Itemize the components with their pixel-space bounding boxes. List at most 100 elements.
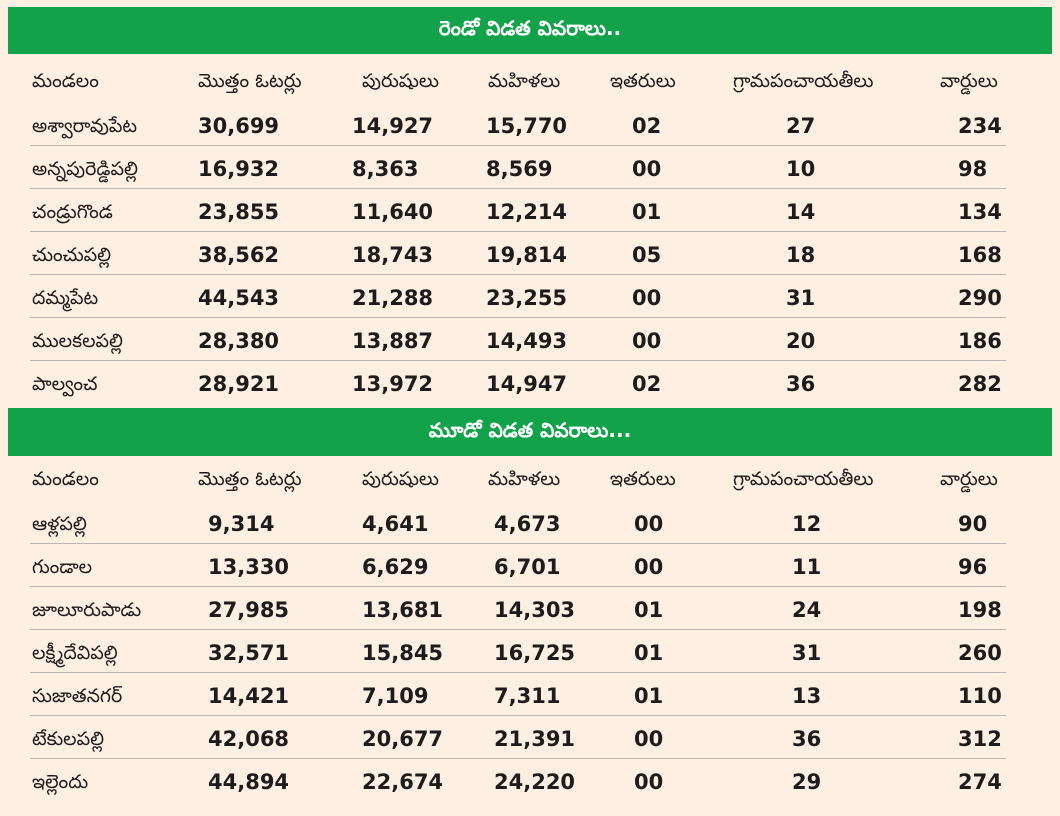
table-row: దమ్మపేట 44,543 21,288 23,255 00 31 290 [0, 275, 1060, 318]
cell-gram-panchayats: 27 [786, 114, 816, 138]
row-divider [30, 715, 1006, 716]
cell-mandal: టేకులపల్లి [32, 728, 105, 750]
cell-women: 19,814 [486, 243, 568, 267]
table-row: గుండాల 13,330 6,629 6,701 00 11 96 [0, 544, 1060, 587]
row-divider [30, 360, 1006, 361]
section-title: మూడో విడత వివరాలు... [428, 417, 632, 442]
cell-women: 14,493 [486, 329, 568, 353]
cell-mandal: గుండాల [32, 556, 93, 578]
cell-others: 00 [632, 157, 662, 181]
cell-mandal: లక్ష్మీదేవిపల్లి [32, 642, 118, 664]
cell-mandal: ఇల్లెందు [32, 771, 89, 793]
table-row: సుజాతనగర్ 14,421 7,109 7,311 01 13 110 [0, 673, 1060, 716]
cell-mandal: దమ్మపేట [32, 287, 99, 309]
row-divider [30, 188, 1006, 189]
cell-wards: 260 [958, 641, 1002, 665]
cell-mandal: అన్నపురెడ్డిపల్లి [32, 158, 138, 180]
cell-total-voters: 44,894 [208, 770, 290, 794]
cell-total-voters: 14,421 [208, 684, 290, 708]
cell-men: 6,629 [362, 555, 429, 579]
column-header-gram-panchayats: గ్రామపంచాయతీలు [733, 468, 874, 490]
column-header-others: ఇతరులు [610, 70, 676, 92]
table-header-row: మండలం మొత్తం ఓటర్లు పురుషులు మహిళలు ఇతరులు గ్… [0, 60, 1060, 103]
cell-total-voters: 32,571 [208, 641, 290, 665]
cell-mandal: అశ్వారావుపేట [32, 115, 138, 137]
table-row: చండ్రుగొండ 23,855 11,640 12,214 01 14 134 [0, 189, 1060, 232]
row-divider [30, 274, 1006, 275]
cell-mandal: జూలూరుపాడు [32, 599, 142, 621]
cell-wards: 134 [958, 200, 1002, 224]
cell-total-voters: 28,380 [198, 329, 280, 353]
section-banner-second-phase: రెండో విడత వివరాలు.. [8, 7, 1052, 54]
cell-wards: 290 [958, 286, 1002, 310]
row-divider [30, 317, 1006, 318]
column-header-mandal: మండలం [32, 468, 99, 490]
column-header-women: మహిళలు [488, 70, 561, 92]
cell-gram-panchayats: 10 [786, 157, 816, 181]
cell-men: 14,927 [352, 114, 434, 138]
cell-women: 6,701 [494, 555, 561, 579]
cell-wards: 282 [958, 372, 1002, 396]
row-divider [30, 586, 1006, 587]
table-row: జూలూరుపాడు 27,985 13,681 14,303 01 24 198 [0, 587, 1060, 630]
cell-mandal: చుంచుపల్లి [32, 244, 112, 266]
row-divider [30, 543, 1006, 544]
column-header-total-voters: మొత్తం ఓటర్లు [198, 70, 302, 92]
cell-women: 8,569 [486, 157, 553, 181]
cell-men: 20,677 [362, 727, 444, 751]
cell-mandal: ఆళ్లపల్లి [32, 513, 87, 535]
table-row: టేకులపల్లి 42,068 20,677 21,391 00 36 312 [0, 716, 1060, 759]
cell-total-voters: 44,543 [198, 286, 280, 310]
row-divider [30, 145, 1006, 146]
cell-gram-panchayats: 31 [786, 286, 816, 310]
cell-gram-panchayats: 24 [792, 598, 822, 622]
cell-gram-panchayats: 11 [792, 555, 822, 579]
cell-total-voters: 38,562 [198, 243, 280, 267]
cell-men: 8,363 [352, 157, 419, 181]
cell-total-voters: 27,985 [208, 598, 290, 622]
cell-women: 23,255 [486, 286, 568, 310]
cell-gram-panchayats: 12 [792, 512, 822, 536]
cell-others: 01 [634, 684, 664, 708]
table-third-phase: మండలం మొత్తం ఓటర్లు పురుషులు మహిళలు ఇతరులు గ్… [0, 458, 1060, 802]
cell-men: 13,681 [362, 598, 444, 622]
table-row: పాల్వంచ 28,921 13,972 14,947 02 36 282 [0, 361, 1060, 404]
cell-wards: 110 [958, 684, 1002, 708]
column-header-men: పురుషులు [362, 468, 439, 490]
cell-men: 15,845 [362, 641, 444, 665]
cell-wards: 96 [958, 555, 988, 579]
table-row: అశ్వారావుపేట 30,699 14,927 15,770 02 27 234 [0, 103, 1060, 146]
cell-total-voters: 13,330 [208, 555, 290, 579]
cell-total-voters: 23,855 [198, 200, 280, 224]
table-row: చుంచుపల్లి 38,562 18,743 19,814 05 18 168 [0, 232, 1060, 275]
cell-men: 22,674 [362, 770, 444, 794]
table-second-phase: మండలం మొత్తం ఓటర్లు పురుషులు మహిళలు ఇతరులు గ్… [0, 60, 1060, 404]
cell-total-voters: 42,068 [208, 727, 290, 751]
cell-women: 24,220 [494, 770, 576, 794]
row-divider [30, 629, 1006, 630]
cell-total-voters: 16,932 [198, 157, 280, 181]
cell-wards: 234 [958, 114, 1002, 138]
cell-others: 00 [632, 286, 662, 310]
column-header-gram-panchayats: గ్రామపంచాయతీలు [733, 70, 874, 92]
cell-mandal: చండ్రుగొండ [32, 201, 113, 223]
table-header-row: మండలం మొత్తం ఓటర్లు పురుషులు మహిళలు ఇతరులు గ్… [0, 458, 1060, 501]
cell-men: 4,641 [362, 512, 429, 536]
cell-gram-panchayats: 13 [792, 684, 822, 708]
column-header-women: మహిళలు [488, 468, 561, 490]
cell-men: 7,109 [362, 684, 429, 708]
cell-total-voters: 28,921 [198, 372, 280, 396]
cell-gram-panchayats: 31 [792, 641, 822, 665]
cell-women: 15,770 [486, 114, 568, 138]
cell-others: 00 [634, 512, 664, 536]
cell-gram-panchayats: 18 [786, 243, 816, 267]
section-title: రెండో విడత వివరాలు.. [438, 16, 622, 40]
column-header-others: ఇతరులు [610, 468, 676, 490]
cell-men: 13,972 [352, 372, 434, 396]
cell-gram-panchayats: 29 [792, 770, 822, 794]
cell-others: 05 [632, 243, 662, 267]
cell-gram-panchayats: 36 [786, 372, 816, 396]
table-row: అన్నపురెడ్డిపల్లి 16,932 8,363 8,569 00 10 98 [0, 146, 1060, 189]
cell-others: 01 [634, 641, 664, 665]
cell-others: 02 [632, 372, 662, 396]
